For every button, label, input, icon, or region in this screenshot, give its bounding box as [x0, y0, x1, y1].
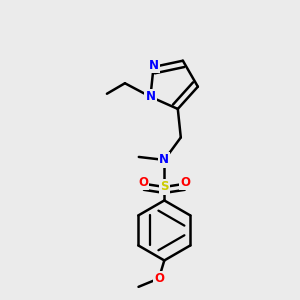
Text: N: N [159, 153, 169, 167]
Text: O: O [180, 176, 190, 189]
Text: O: O [154, 272, 164, 285]
Text: S: S [160, 180, 169, 194]
Text: O: O [138, 176, 148, 189]
Text: N: N [146, 90, 155, 103]
Text: N: N [148, 59, 158, 72]
